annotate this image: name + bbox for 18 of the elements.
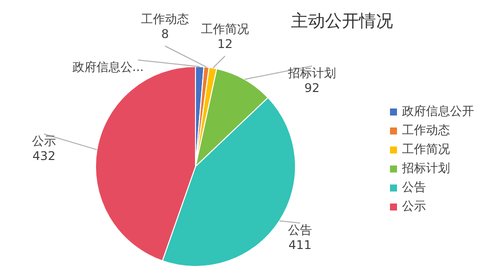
legend-label: 公示 [402,199,426,214]
data-label: 92 [304,81,320,96]
slice-label: 工作简况 [201,22,249,36]
legend-label: 工作动态 [402,123,450,138]
slice-label: 工作动态 [141,12,189,26]
legend-label: 招标计划 [401,161,450,176]
data-label: 411 [288,238,312,252]
legend-label: 工作简况 [402,142,450,156]
chart-title: 主动公开情况 [291,11,393,32]
legend-label: 公告 [402,180,426,194]
slice-label: 公示 [32,134,56,148]
data-label: 8 [161,27,169,42]
data-label: 12 [217,37,233,52]
slice-label: 公告 [288,223,312,238]
slice-label: 招标计划 [287,66,336,80]
data-label: 432 [32,149,56,164]
text: 政府信息公... [72,60,144,74]
legend-label: 政府信息公开 [402,104,474,118]
